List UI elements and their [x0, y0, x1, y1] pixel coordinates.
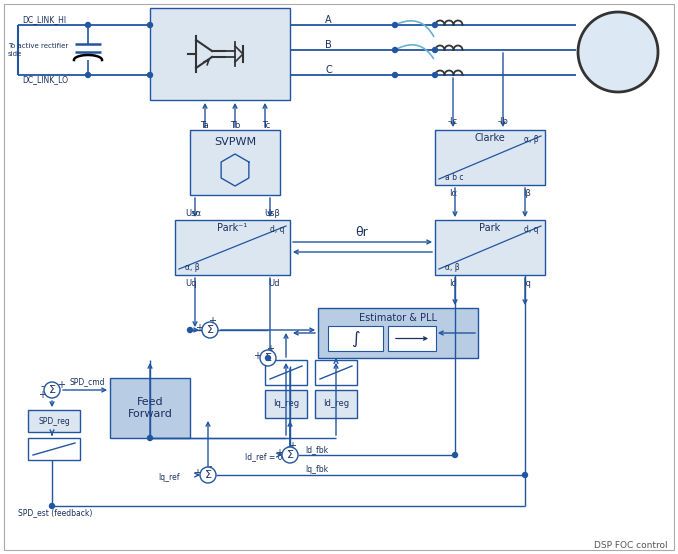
Text: Id_ref = 0: Id_ref = 0	[245, 453, 283, 461]
Circle shape	[188, 327, 193, 332]
Circle shape	[44, 382, 60, 398]
Circle shape	[578, 12, 658, 92]
Circle shape	[260, 350, 276, 366]
Text: Id_reg: Id_reg	[323, 399, 349, 408]
Text: Park: Park	[479, 223, 500, 233]
Text: A: A	[325, 15, 332, 25]
Circle shape	[393, 23, 397, 28]
Circle shape	[282, 447, 298, 463]
Bar	[190, 130, 280, 195]
Text: Ud: Ud	[268, 279, 280, 288]
Text: Iq_ref: Iq_ref	[158, 473, 180, 481]
Text: Park⁻¹: Park⁻¹	[218, 223, 247, 233]
Circle shape	[85, 23, 90, 28]
Text: d, q: d, q	[525, 225, 539, 234]
Text: a b c: a b c	[445, 172, 464, 182]
Text: +: +	[57, 380, 65, 390]
Text: Estimator & PLL: Estimator & PLL	[359, 313, 437, 323]
Bar	[315, 360, 357, 385]
Circle shape	[148, 73, 153, 78]
Text: α, β: α, β	[524, 136, 539, 145]
Text: Iq_fbk: Iq_fbk	[305, 465, 328, 474]
Text: -: -	[208, 461, 212, 471]
Text: SPD_reg: SPD_reg	[38, 417, 70, 425]
Text: Σ: Σ	[205, 470, 212, 480]
Text: Id: Id	[449, 279, 457, 288]
Text: Iα: Iα	[449, 188, 457, 197]
Text: DSP FOC control: DSP FOC control	[595, 541, 668, 551]
Circle shape	[148, 23, 153, 28]
Text: Σ: Σ	[287, 450, 294, 460]
Text: ∫: ∫	[351, 330, 360, 347]
Text: +: +	[38, 390, 46, 400]
Circle shape	[452, 453, 458, 458]
Text: Σ: Σ	[207, 325, 214, 335]
Text: Iq: Iq	[523, 279, 531, 288]
Text: Uq: Uq	[185, 279, 197, 288]
Text: +: +	[288, 441, 296, 451]
Text: +: +	[275, 448, 283, 458]
Text: B: B	[325, 40, 332, 50]
Circle shape	[523, 473, 527, 478]
Bar	[265, 360, 307, 385]
Circle shape	[433, 23, 437, 28]
Text: Feed
Forward: Feed Forward	[127, 397, 172, 419]
Circle shape	[148, 435, 153, 440]
Text: C: C	[325, 65, 332, 75]
Text: Clarke: Clarke	[475, 133, 505, 143]
Circle shape	[85, 73, 90, 78]
Bar	[435, 130, 545, 185]
Text: -Ib: -Ib	[498, 117, 508, 126]
Circle shape	[433, 73, 437, 78]
Text: +: +	[266, 344, 274, 354]
Bar	[435, 220, 545, 275]
Bar	[328, 326, 383, 351]
Text: SVPWM: SVPWM	[214, 137, 256, 147]
Text: DC_LINK_LO: DC_LINK_LO	[22, 75, 68, 85]
Bar	[388, 326, 436, 351]
Bar	[265, 390, 307, 418]
Text: To active rectifier
side: To active rectifier side	[8, 44, 68, 57]
Text: DC_LINK_HI: DC_LINK_HI	[22, 16, 66, 24]
Text: +: +	[208, 316, 216, 326]
Text: SPD_cmd: SPD_cmd	[70, 377, 106, 387]
Circle shape	[202, 322, 218, 338]
Circle shape	[49, 504, 54, 509]
Circle shape	[433, 48, 437, 53]
Text: +: +	[193, 468, 201, 478]
Text: Usβ: Usβ	[264, 209, 280, 218]
Bar	[318, 308, 478, 358]
Text: -: -	[40, 381, 44, 391]
Text: -Ic: -Ic	[448, 117, 458, 126]
Bar	[315, 390, 357, 418]
Text: SPD_est (feedback): SPD_est (feedback)	[18, 509, 92, 517]
Text: α, β: α, β	[445, 263, 460, 271]
Bar	[150, 8, 290, 100]
Text: Iβ: Iβ	[523, 188, 531, 197]
Bar	[175, 220, 290, 275]
Text: Tc: Tc	[262, 121, 270, 130]
Text: Σ: Σ	[49, 385, 56, 395]
Circle shape	[393, 48, 397, 53]
Circle shape	[200, 467, 216, 483]
Text: Σ: Σ	[264, 353, 271, 363]
Circle shape	[393, 73, 397, 78]
Text: Ta: Ta	[199, 121, 208, 130]
Bar	[28, 438, 80, 460]
Bar	[28, 410, 80, 432]
Text: θr: θr	[356, 225, 368, 239]
Text: Iq_reg: Iq_reg	[273, 399, 299, 408]
Text: +: +	[195, 323, 203, 333]
Text: d, q: d, q	[269, 225, 284, 234]
Circle shape	[266, 356, 271, 361]
Text: Usα: Usα	[185, 209, 201, 218]
Text: PMSM: PMSM	[599, 45, 637, 59]
Text: Id_fbk: Id_fbk	[305, 445, 328, 454]
Text: +: +	[253, 351, 261, 361]
Text: α, β: α, β	[185, 263, 199, 271]
Bar	[110, 378, 190, 438]
Text: Tb: Tb	[230, 121, 240, 130]
